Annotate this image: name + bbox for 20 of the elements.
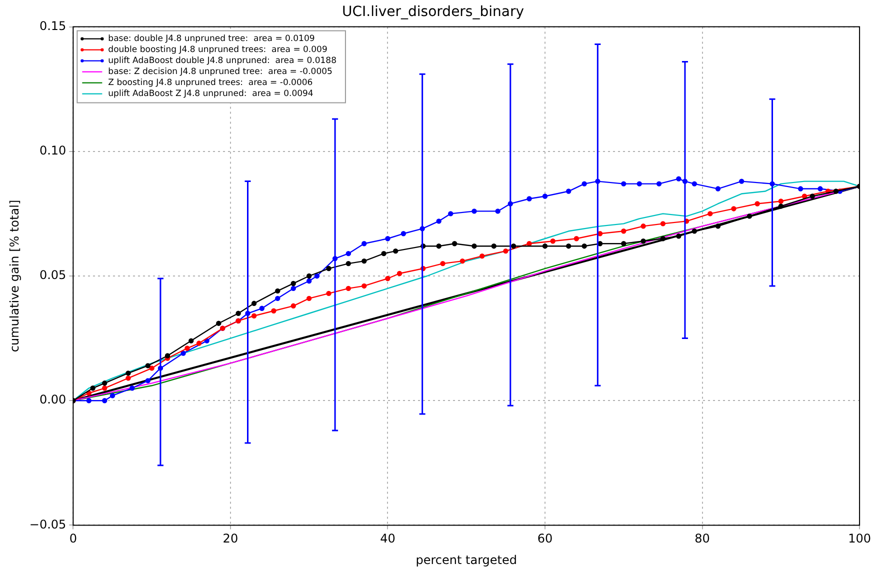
x-tick-label: 60 [537, 532, 553, 546]
y-tick-label: 0.05 [39, 268, 66, 282]
legend-label: uplift AdaBoost double J4.8 unpruned: area = 0.0188 [108, 56, 336, 66]
y-tick-label: 0.15 [39, 18, 66, 33]
legend-label: base: Z decision J4.8 unpruned tree: area = -0.0005 [108, 67, 332, 78]
x-tick-label: 80 [694, 532, 710, 546]
y-tick-label: −0.05 [29, 517, 66, 532]
y-axis-title: cumulative gain [% total] [7, 200, 22, 352]
y-tick-label: 0.10 [39, 144, 66, 158]
x-tick-label: 100 [848, 532, 871, 546]
legend-label: uplift AdaBoost Z J4.8 unpruned: area = 0.0094 [108, 89, 314, 100]
x-tick-label: 20 [222, 532, 238, 546]
x-tick-label: 40 [380, 532, 396, 546]
legend-label: double boosting J4.8 unpruned trees: area = 0.009 [108, 45, 328, 56]
x-axis-title: percent targeted [416, 552, 517, 567]
legend-label: base: double J4.8 unpruned tree: area = 0.0109 [108, 34, 315, 44]
x-tick-label: 0 [69, 532, 77, 546]
y-tick-label: 0.00 [39, 392, 66, 407]
legend-label: Z boosting J4.8 unpruned trees: area = -0.0006 [108, 78, 313, 88]
chart-title: UCI.liver_disorders_binary [342, 4, 524, 20]
